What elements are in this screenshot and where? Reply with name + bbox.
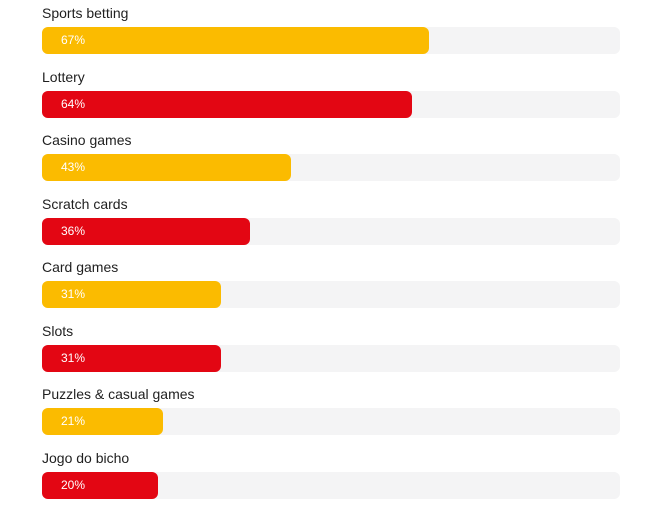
category-label: Sports betting	[42, 5, 129, 21]
bar-row: Jogo do bicho 20%	[42, 449, 620, 499]
category-label: Card games	[42, 259, 119, 275]
bar-track: 20%	[42, 471, 620, 499]
bar-row: Casino games 43%	[42, 132, 620, 181]
category-label: Puzzles & casual games	[42, 386, 195, 402]
category-label: Jogo do bicho	[42, 449, 130, 466]
bar-value-label: 31%	[61, 350, 86, 365]
bar: 43%	[42, 154, 291, 181]
bar: 67%	[42, 27, 430, 54]
bar: 21%	[42, 408, 164, 435]
bar-row: Sports betting 67%	[42, 5, 620, 54]
bar-row: Scratch cards 36%	[42, 195, 620, 245]
bar-row: Slots 31%	[42, 322, 620, 372]
bar-value-label: 43%	[61, 160, 86, 174]
bar-track: 64%	[42, 90, 620, 118]
bar-value-label: 67%	[61, 33, 86, 47]
category-label: Slots	[42, 322, 74, 339]
category-label: Scratch cards	[42, 195, 128, 212]
bar-row: Puzzles & casual games 21%	[42, 386, 620, 435]
bar-value-label: 21%	[61, 414, 86, 428]
bar: 31%	[42, 344, 222, 372]
bar: 31%	[42, 281, 222, 308]
category-label: Casino games	[42, 132, 132, 148]
bar-row: Lottery 64%	[42, 68, 620, 118]
bar: 64%	[42, 90, 412, 118]
bar-track: 36%	[42, 217, 620, 245]
bar-track: 43%	[42, 154, 620, 181]
bar-track: 31%	[42, 281, 620, 308]
bar-value-label: 36%	[61, 223, 86, 238]
bar-track: 67%	[42, 27, 620, 54]
bar-value-label: 64%	[61, 96, 86, 111]
category-label: Lottery	[42, 68, 85, 85]
bar-track: 31%	[42, 344, 620, 372]
bar-row: Card games 31%	[42, 259, 620, 308]
bar-value-label: 31%	[61, 287, 86, 301]
bar: 36%	[42, 217, 251, 245]
bar-track: 21%	[42, 408, 620, 435]
bar: 20%	[42, 471, 158, 499]
bar-value-label: 20%	[61, 477, 86, 492]
